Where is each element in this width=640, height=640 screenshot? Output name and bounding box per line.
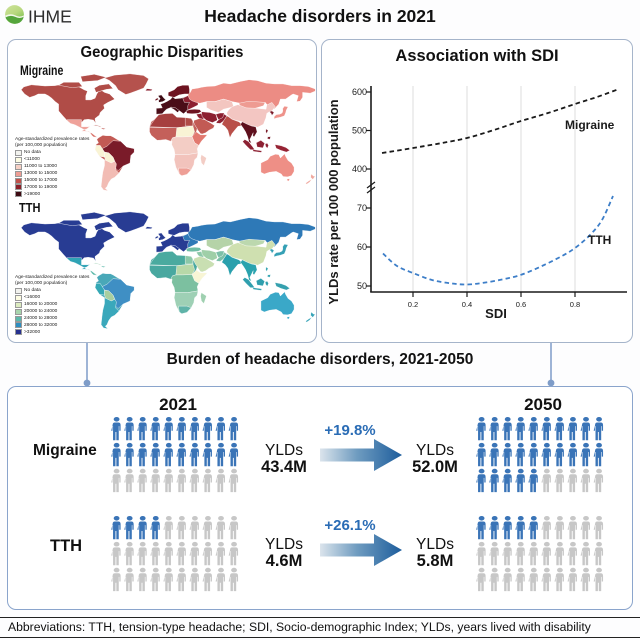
svg-text:50: 50 [357,281,367,291]
svg-text:60: 60 [357,242,367,252]
svg-text:0.2: 0.2 [408,300,418,309]
svg-text:500: 500 [352,126,367,136]
svg-text:Migraine: Migraine [565,118,615,132]
svg-text:0.6: 0.6 [516,300,526,309]
svg-text:SDI: SDI [485,306,507,321]
svg-text:0.8: 0.8 [570,300,580,309]
svg-text:400: 400 [352,164,367,174]
svg-text:IHME: IHME [28,7,72,27]
svg-text:YLDs rate per 100 000 populati: YLDs rate per 100 000 population [326,99,341,304]
svg-text:TTH: TTH [588,233,611,247]
svg-text:0.4: 0.4 [462,300,472,309]
svg-text:600: 600 [352,87,367,97]
svg-text:70: 70 [357,203,367,213]
